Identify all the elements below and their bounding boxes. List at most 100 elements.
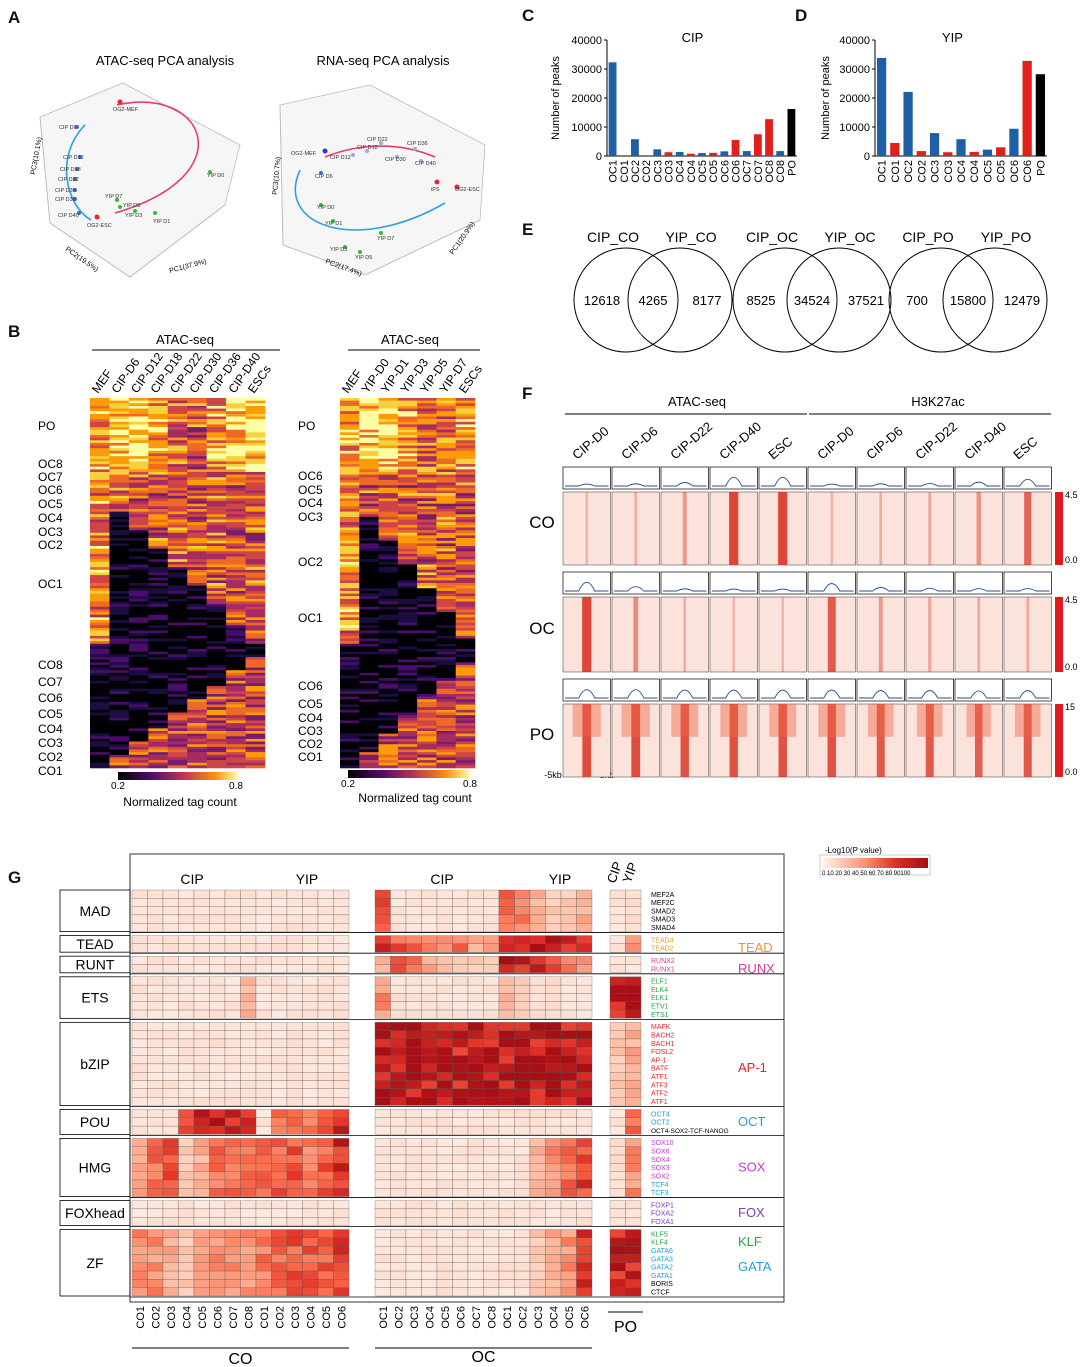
g-cell	[271, 1088, 288, 1098]
b-heat-cell	[90, 532, 110, 536]
b-heat-cell	[245, 744, 266, 748]
b-heat-cell	[148, 746, 169, 750]
f-profile-line	[859, 587, 903, 592]
b-heat-cell	[378, 551, 399, 555]
b-heat-cell	[90, 400, 110, 404]
b-heat-cell	[436, 572, 457, 576]
b-right-row-label: OC1	[298, 611, 323, 625]
b-heat-cell	[128, 575, 149, 579]
g-col-label: CO4	[181, 1306, 193, 1329]
g-cell	[436, 1072, 453, 1081]
b-heat-cell	[378, 593, 399, 597]
b-heat-cell	[187, 583, 207, 586]
b-heat-cell	[109, 643, 130, 647]
b-heat-cell	[455, 411, 476, 415]
b-heat-cell	[167, 620, 188, 623]
g-cell	[467, 1022, 484, 1031]
b-heat-cell	[436, 757, 457, 761]
b-heat-cell	[206, 643, 227, 647]
b-heat-cell	[397, 532, 418, 536]
b-heat-cell	[226, 501, 246, 505]
b-heat-cell	[109, 583, 130, 586]
g-cell	[286, 1055, 303, 1065]
b-heat-cell	[359, 627, 379, 631]
f-profile-line	[614, 689, 658, 699]
g-cell	[560, 1279, 577, 1288]
g-motif-label: GATA6	[651, 1248, 673, 1255]
g-cell	[576, 1229, 593, 1238]
b-heat-cell	[378, 670, 399, 674]
b-heat-cell	[187, 464, 207, 468]
b-heat-cell	[226, 667, 246, 671]
b-heat-cell	[90, 670, 110, 674]
g-cell	[625, 1188, 642, 1197]
g-cell	[374, 1072, 391, 1081]
g-cell	[333, 1237, 350, 1247]
b-heat-cell	[109, 635, 130, 639]
b-heat-cell	[167, 501, 188, 505]
g-cell	[609, 1146, 626, 1156]
b-heat-cell	[340, 707, 360, 711]
b-heat-cell	[226, 651, 246, 655]
g-cell	[529, 898, 546, 907]
g-cell	[609, 1117, 626, 1127]
b-right-row-label: OC5	[298, 483, 323, 497]
b-heat-cell	[340, 699, 360, 703]
b-heat-cell	[417, 493, 437, 497]
g-cell	[498, 1001, 515, 1011]
b-heat-cell	[109, 659, 130, 663]
b-heat-cell	[167, 627, 188, 631]
b-heat-cell	[226, 453, 246, 457]
g-cell	[286, 943, 303, 953]
g-cell	[529, 1125, 546, 1135]
b-heat-cell	[167, 485, 188, 489]
b-left-row-label: CO3	[38, 736, 63, 750]
b-heat-cell	[167, 538, 188, 542]
g-cell	[545, 923, 562, 932]
g-cell	[374, 1125, 391, 1135]
b-heat-cell	[128, 564, 149, 568]
b-heat-cell	[340, 691, 360, 695]
g-cell	[545, 1208, 562, 1218]
g-cell	[514, 943, 531, 953]
g-cell	[178, 1154, 195, 1164]
g-cell	[193, 1125, 210, 1135]
g-annotation: RUNX	[738, 961, 775, 976]
b-heat-cell	[397, 403, 418, 407]
b-heat-cell	[397, 601, 418, 605]
b-heat-cell	[378, 672, 399, 676]
b-heat-cell	[455, 413, 476, 417]
g-cell	[514, 1229, 531, 1238]
g-cell	[609, 1154, 626, 1164]
b-heat-cell	[206, 601, 227, 605]
b-heat-cell	[340, 617, 360, 621]
b-heat-cell	[455, 400, 476, 404]
g-cell	[529, 976, 546, 986]
b-heat-cell	[378, 585, 399, 589]
b-heat-cell	[128, 723, 149, 727]
g-cell	[576, 1138, 593, 1147]
b-heat-cell	[417, 738, 437, 742]
g-cell	[514, 923, 531, 932]
g-cell	[302, 956, 319, 965]
b-heat-cell	[148, 458, 169, 462]
x-tick-label: CO1	[890, 160, 902, 183]
b-heat-cell	[226, 506, 246, 510]
g-cell	[224, 1072, 241, 1081]
g-cell	[467, 898, 484, 907]
g-cell	[286, 898, 303, 907]
b-heat-cell	[397, 609, 418, 613]
b-heat-cell	[455, 588, 476, 592]
b-heat-cell	[187, 450, 207, 454]
b-heat-cell	[187, 514, 207, 518]
f-heatmap-signal	[582, 597, 592, 672]
b-heat-cell	[187, 670, 207, 674]
b-heat-cell	[397, 694, 418, 697]
g-cell	[209, 964, 226, 973]
b-heat-cell	[340, 744, 360, 748]
g-cell	[302, 1138, 319, 1147]
b-heat-cell	[167, 749, 188, 753]
b-heat-cell	[359, 746, 379, 750]
f-profile-box	[856, 571, 905, 595]
